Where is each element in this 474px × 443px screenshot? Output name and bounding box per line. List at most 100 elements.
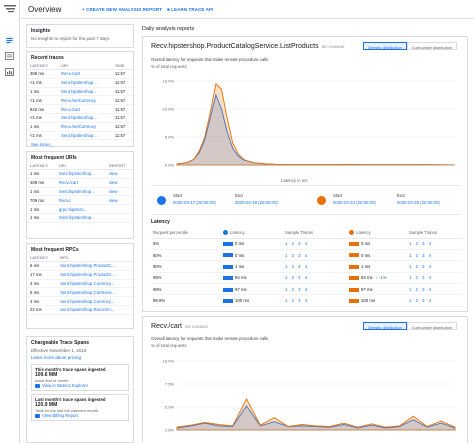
table-cell[interactable]: Sent.hipstershop...: [58, 131, 112, 141]
sample-traces-b[interactable]: 1 2 3 4: [407, 249, 463, 262]
table-cell[interactable]: Sent.hipstershop...: [55, 169, 106, 179]
table-cell[interactable]: Sent.hipstershop.CartServi...: [57, 287, 133, 298]
table-row[interactable]: <1 ms Sent.hipstershop... 11:57: [27, 113, 133, 123]
table-row[interactable]: 409 ms Recv./cart view: [27, 178, 133, 188]
table-cell[interactable]: [105, 204, 133, 214]
table-cell[interactable]: view: [105, 178, 133, 188]
table-row[interactable]: 1 ms Sent.hipstershop... 11:57: [27, 87, 133, 97]
reports-title: Daily analysis reports: [142, 26, 195, 32]
table-cell[interactable]: view: [105, 169, 133, 179]
end-a-value[interactable]: 2020-03-18 (20:00:00): [235, 200, 278, 205]
latency-b-value: 0 ms: [361, 252, 371, 258]
table-cell[interactable]: Sent.hipstershop.Currency...: [57, 279, 133, 289]
table-row[interactable]: 3 ms Sent.hipstershop.Currency...: [27, 279, 133, 289]
table-row[interactable]: 1 ms Sent.hipstershop...: [27, 213, 133, 223]
density-distribution-button-2[interactable]: Density distribution: [363, 322, 407, 330]
table-cell[interactable]: Recv./: [55, 195, 106, 206]
overview-nav-icon[interactable]: [5, 36, 14, 44]
latency-a-bar: [223, 264, 233, 269]
sample-traces-a[interactable]: 1 2 3 4: [283, 238, 347, 250]
series-area-1: [176, 82, 456, 166]
sample-traces-b[interactable]: 1 2 3 4: [407, 260, 463, 273]
table-row[interactable]: 17 ms Sent.hipstershop.ProductC...: [27, 270, 133, 280]
table-cell[interactable]: Recv./cart: [58, 69, 112, 79]
learn-trace-api-button[interactable]: ■ LEARN TRACE API: [167, 7, 214, 12]
table-row[interactable]: 1 ms Recv./setCurrency 11:57: [27, 122, 133, 132]
end-a-label: End: [235, 193, 243, 198]
cumulative-distribution-button[interactable]: Cumulative distribution: [406, 42, 458, 50]
table-cell[interactable]: Recv./setCurrency: [58, 122, 112, 132]
table-row[interactable]: 1 ms Sent.hipstershop... view: [27, 187, 133, 197]
table-cell[interactable]: view: [105, 195, 133, 206]
table-cell[interactable]: view: [105, 187, 133, 197]
table-row[interactable]: 5 ms Sent.hipstershop.CartServi...: [27, 287, 133, 298]
sample-traces-a[interactable]: 1 2 3 4: [283, 283, 347, 296]
see-more-link[interactable]: See more...: [31, 142, 54, 148]
table-cell[interactable]: Recv./setCurrency: [58, 95, 112, 106]
month-value: 109.6 MM: [35, 372, 58, 378]
latency-density-chart-2: 10.0% 7.5% 5.0% 2.5%: [163, 359, 456, 433]
table-row[interactable]: 843 ms Recv./cart 11:57: [27, 104, 133, 114]
create-report-button[interactable]: + CREATE NEW ANALYSIS REPORT: [82, 7, 162, 12]
sample-traces-a[interactable]: 1 2 3 4: [283, 294, 347, 307]
latency-b-value: 0 ms: [361, 241, 371, 247]
y-axis-label: % of total requests: [151, 64, 187, 69]
latency-row: 99.9% 100 ms 1 2 3 4 100 ms 1 2 3 4: [151, 294, 463, 307]
series-area-0: [176, 405, 456, 431]
table-cell[interactable]: Sent.hipstershop...: [58, 113, 112, 123]
table-row[interactable]: 3 ms Sent.hipstershop.Currency...: [27, 296, 133, 306]
table-cell[interactable]: [105, 213, 133, 223]
start-b-value[interactable]: 2020-03-24 (20:00:00): [333, 200, 376, 205]
y-tick-label: 2.5%: [165, 428, 175, 433]
sample-traces-a[interactable]: 1 2 3 4: [283, 260, 347, 273]
table-cell[interactable]: Sent.hipstershop...: [55, 213, 106, 223]
y-tick-label: 5.0%: [165, 405, 175, 410]
table-cell[interactable]: Sent.hipstershop...: [55, 187, 106, 197]
table-cell[interactable]: Recv./cart: [58, 104, 112, 114]
latency-table: Request percentile Latency Sample Traces…: [151, 228, 463, 307]
table-cell[interactable]: Sent.hipstershop.ProductC...: [57, 261, 133, 271]
table-row[interactable]: <1 ms Sent.hipstershop... 11:57: [27, 78, 133, 88]
table-cell[interactable]: Sent.hipstershop...: [58, 78, 112, 88]
table-row[interactable]: 709 ms Recv./view: [27, 195, 133, 206]
table-cell[interactable]: Sent.hipstershop.Recomm...: [57, 305, 133, 315]
metrics-explorer-link[interactable]: View in Metrics Explorer: [35, 383, 125, 388]
table-cell: 3 ms: [27, 279, 58, 289]
analysis-reports-nav-icon[interactable]: [5, 68, 14, 76]
nav-rail: [0, 0, 20, 443]
latency-row: 98% 97 ms 1 2 3 4 97 ms 1 2 3 4: [151, 283, 463, 296]
end-b-value[interactable]: 2020-03-25 (20:00:00): [397, 200, 440, 205]
table-cell[interactable]: Sent.hipstershop.Currency...: [57, 296, 133, 306]
table-row[interactable]: 1 ms Sent.hipstershop... view: [27, 169, 133, 179]
table-row[interactable]: <1 ms Sent.hipstershop... 11:57: [27, 131, 133, 141]
table-cell[interactable]: Sent.hipstershop...: [58, 87, 112, 97]
table-cell[interactable]: Recv./cart: [55, 178, 106, 188]
report2-desc: Overall latency for requests that make r…: [151, 336, 269, 341]
density-distribution-button[interactable]: Density distribution: [363, 42, 407, 50]
sample-traces-b[interactable]: 1 2 3 4: [407, 272, 463, 285]
start-a-value[interactable]: 2020-03-17 (20:00:00): [173, 200, 216, 205]
sample-traces-b[interactable]: 1 2 3 4: [407, 283, 463, 296]
table-cell: 11:57: [111, 87, 133, 97]
table-cell[interactable]: grpc.hipsters...: [55, 204, 106, 214]
billing-report-link[interactable]: View Billing Report: [35, 413, 125, 418]
table-row[interactable]: 1 ms grpc.hipsters...: [27, 204, 133, 214]
pricing-link[interactable]: Learn more about pricing: [31, 355, 82, 360]
trace-list-nav-icon[interactable]: [5, 52, 14, 60]
spans-effective: Effective November 1, 2018: [31, 348, 87, 353]
percentile-cell: 50%: [151, 249, 221, 262]
table-cell[interactable]: Sent.hipstershop.ProductC...: [57, 270, 133, 280]
sample-traces-b[interactable]: 1 2 3 4: [407, 238, 463, 250]
table-row[interactable]: 6 ms Sent.hipstershop.ProductC...: [27, 261, 133, 271]
col-uri: URI: [55, 162, 106, 170]
sample-traces-b[interactable]: 1 2 3 4: [407, 294, 463, 307]
cumulative-distribution-button-2[interactable]: Cumulative distribution: [406, 322, 458, 330]
sample-traces-a[interactable]: 1 2 3 4: [283, 249, 347, 262]
table-row[interactable]: 306 ms Recv./cart 11:57: [27, 69, 133, 79]
sample-traces-a[interactable]: 1 2 3 4: [283, 272, 347, 285]
latency-b-cell: 0 ms: [347, 249, 407, 262]
create-report-label: CREATE NEW ANALYSIS REPORT: [86, 7, 163, 12]
latency-b-value: 100 ms: [361, 298, 376, 304]
table-row[interactable]: 22 ms Sent.hipstershop.Recomm...: [27, 305, 133, 315]
table-row[interactable]: <1 ms Recv./setCurrency 11:57: [27, 95, 133, 106]
